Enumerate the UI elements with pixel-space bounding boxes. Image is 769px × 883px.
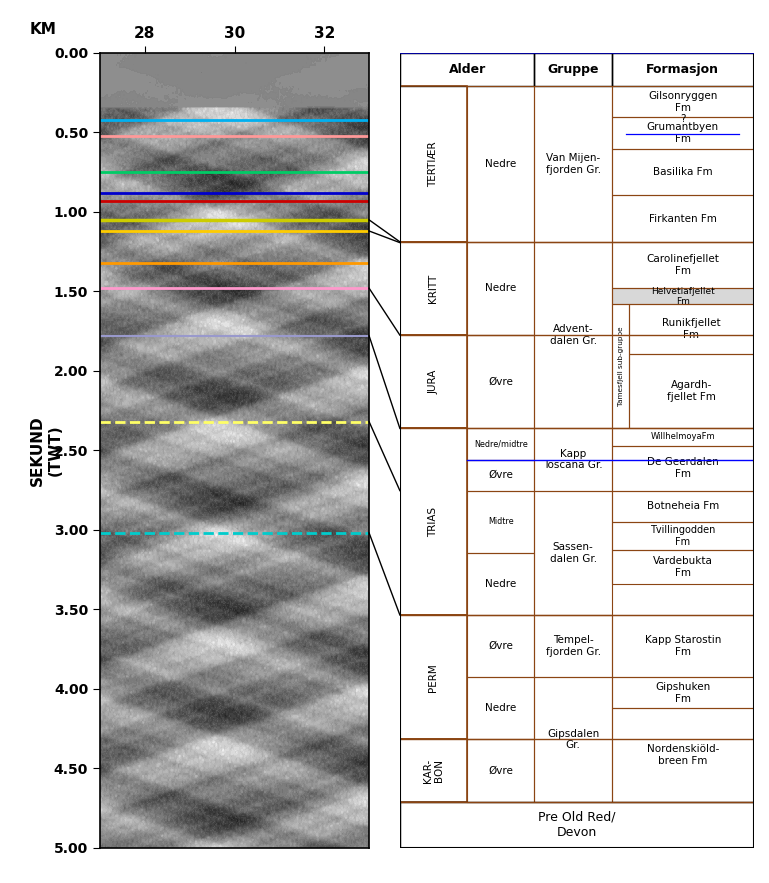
- Text: Øvre: Øvre: [488, 766, 513, 775]
- Text: JURA: JURA: [428, 370, 438, 394]
- Text: Gipsdalen
Gr.: Gipsdalen Gr.: [547, 728, 599, 751]
- Text: TRIAS: TRIAS: [428, 507, 438, 537]
- Text: Gipshuken
Fm: Gipshuken Fm: [655, 682, 711, 704]
- Bar: [629, 304, 754, 354]
- Bar: [534, 615, 612, 677]
- Bar: [612, 522, 754, 550]
- Text: Vardebukta
Fm: Vardebukta Fm: [653, 556, 713, 577]
- Bar: [467, 242, 534, 336]
- Bar: [612, 289, 754, 304]
- Text: Botneheia Fm: Botneheia Fm: [647, 502, 719, 511]
- Text: Nedre: Nedre: [485, 579, 516, 589]
- Bar: [400, 336, 467, 428]
- Text: Nedre: Nedre: [485, 159, 516, 170]
- Text: PERM: PERM: [428, 663, 438, 691]
- Text: Firkanten Fm: Firkanten Fm: [649, 214, 717, 223]
- Text: Tempel-
fjorden Gr.: Tempel- fjorden Gr.: [546, 635, 601, 657]
- Text: KAR-
BON: KAR- BON: [423, 758, 444, 782]
- Bar: [400, 87, 467, 242]
- Bar: [612, 677, 754, 708]
- Text: Alder: Alder: [448, 64, 486, 76]
- Bar: [612, 615, 754, 677]
- Bar: [612, 446, 754, 491]
- Text: Kapp Starostin
Fm: Kapp Starostin Fm: [644, 635, 721, 657]
- Bar: [467, 87, 534, 242]
- Bar: [467, 491, 534, 553]
- Text: Pre Old Red/
Devon: Pre Old Red/ Devon: [538, 811, 615, 839]
- Bar: [629, 354, 754, 428]
- Bar: [612, 117, 754, 148]
- Text: Gruppe: Gruppe: [548, 64, 599, 76]
- Text: Advent-
dalen Gr.: Advent- dalen Gr.: [550, 324, 597, 346]
- Bar: [400, 242, 467, 336]
- Bar: [400, 739, 467, 802]
- Text: Van Mijen-
fjorden Gr.: Van Mijen- fjorden Gr.: [546, 154, 601, 175]
- Bar: [612, 242, 754, 289]
- Bar: [534, 677, 612, 802]
- Text: Tvillingodden
Fm: Tvillingodden Fm: [650, 525, 716, 547]
- Bar: [612, 491, 754, 522]
- Text: Basilika Fm: Basilika Fm: [653, 167, 713, 177]
- Text: KM: KM: [30, 22, 57, 37]
- Bar: [400, 428, 467, 615]
- Text: TERTIÆR: TERTIÆR: [428, 141, 438, 187]
- Text: Nedre: Nedre: [485, 703, 516, 713]
- Bar: [467, 428, 534, 459]
- Text: Øvre: Øvre: [488, 377, 513, 387]
- Text: Kapp
Toscana Gr.: Kapp Toscana Gr.: [544, 449, 603, 471]
- Bar: [612, 195, 754, 242]
- Bar: [400, 615, 467, 739]
- Bar: [612, 550, 754, 584]
- Text: ?: ?: [680, 114, 686, 125]
- Text: Grumantbyen
Fm: Grumantbyen Fm: [647, 122, 719, 144]
- Bar: [467, 615, 534, 677]
- Bar: [534, 53, 612, 87]
- Bar: [612, 708, 754, 802]
- Bar: [612, 53, 754, 87]
- Text: Agardh-
fjellet Fm: Agardh- fjellet Fm: [667, 381, 716, 402]
- Bar: [612, 428, 754, 446]
- Text: Øvre: Øvre: [488, 470, 513, 480]
- Bar: [467, 553, 534, 615]
- Bar: [612, 148, 754, 195]
- Text: SEKUND
(TWT): SEKUND (TWT): [30, 415, 62, 486]
- Text: WillhelmoyaFm: WillhelmoyaFm: [651, 433, 715, 442]
- Text: Øvre: Øvre: [488, 641, 513, 651]
- Bar: [534, 242, 612, 428]
- Bar: [612, 87, 754, 117]
- Text: Runikfjellet
Fm: Runikfjellet Fm: [662, 318, 721, 340]
- Text: Nedre/midtre: Nedre/midtre: [474, 440, 528, 449]
- Text: Gilsonryggen
Fm: Gilsonryggen Fm: [648, 91, 717, 113]
- Bar: [612, 289, 754, 304]
- Text: Tamesfjell sub-gruppe: Tamesfjell sub-gruppe: [618, 327, 624, 406]
- Bar: [534, 428, 612, 491]
- Text: Formasjon: Formasjon: [647, 64, 719, 76]
- Text: KRITT: KRITT: [428, 274, 438, 303]
- Text: De Geerdalen
Fm: De Geerdalen Fm: [647, 457, 719, 479]
- Text: Helvetiafjellet
Fm: Helvetiafjellet Fm: [651, 287, 714, 306]
- Bar: [400, 53, 534, 87]
- Text: Carolinefjellet
Fm: Carolinefjellet Fm: [647, 254, 719, 276]
- Bar: [534, 87, 612, 242]
- Bar: [467, 677, 534, 739]
- Bar: [400, 802, 754, 848]
- Bar: [467, 336, 534, 428]
- Text: Midtre: Midtre: [488, 517, 514, 526]
- Bar: [467, 459, 534, 491]
- Text: Nedre: Nedre: [485, 283, 516, 293]
- Bar: [612, 304, 629, 428]
- Text: Sassen-
dalen Gr.: Sassen- dalen Gr.: [550, 542, 597, 563]
- Bar: [467, 739, 534, 802]
- Bar: [534, 491, 612, 615]
- Text: Nordenskiöld-
breen Fm: Nordenskiöld- breen Fm: [647, 744, 719, 766]
